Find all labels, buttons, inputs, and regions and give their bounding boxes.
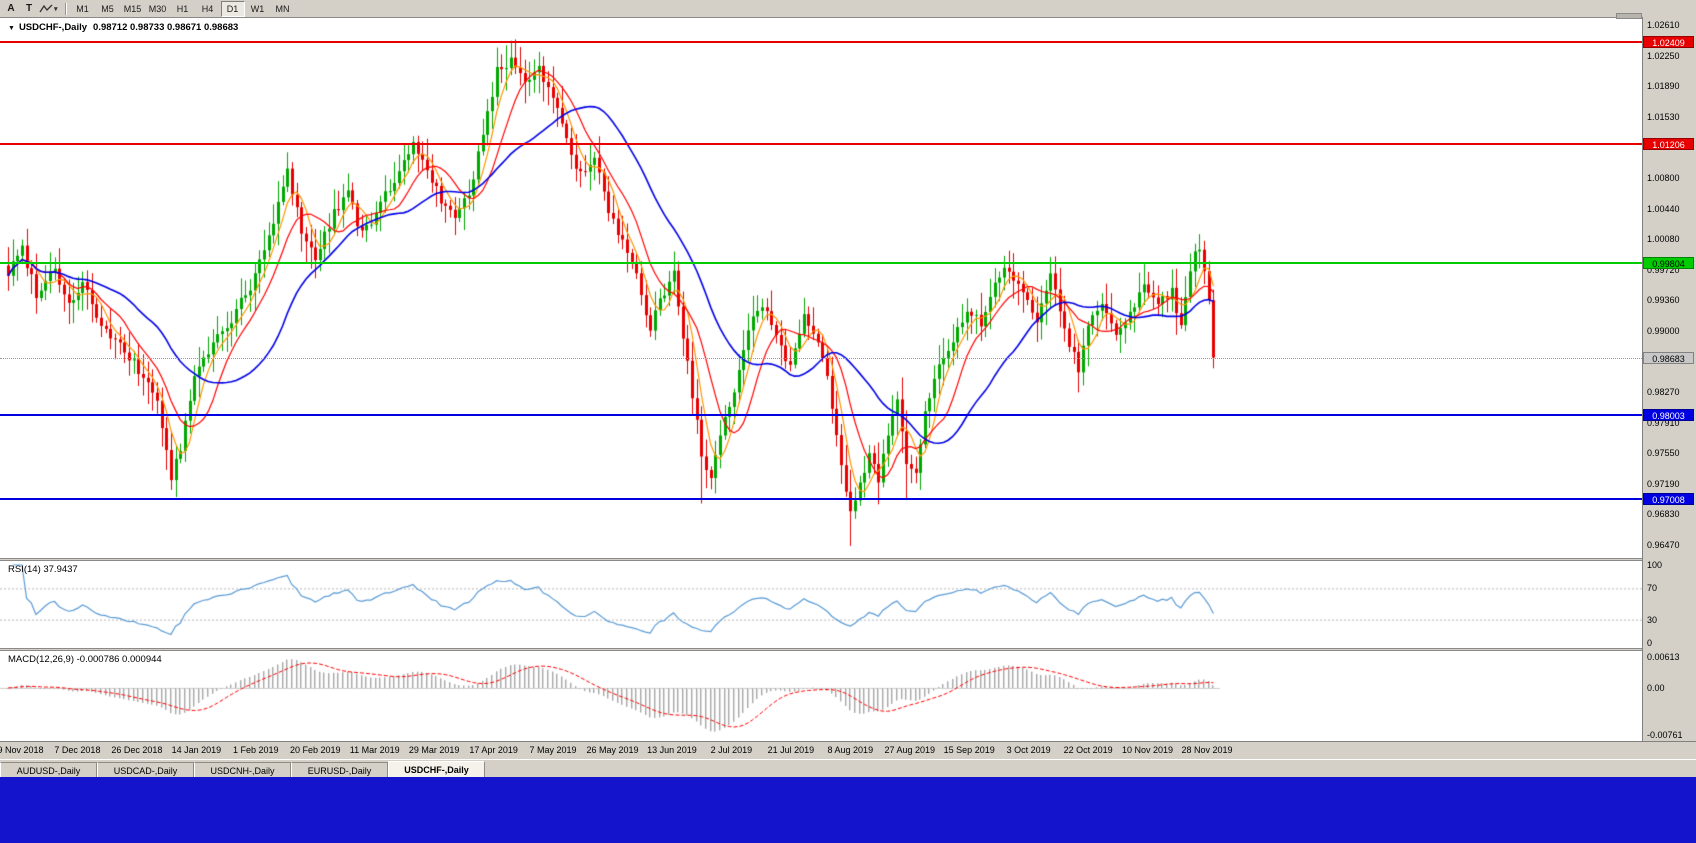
rsi-scale-label: 0 (1647, 638, 1653, 648)
horizontal-line-1.01206[interactable] (0, 142, 1642, 145)
indicator-zigzag-icon[interactable]: ▾ (39, 2, 58, 16)
price-badge-0.99804: 0.99804 (1643, 256, 1694, 269)
date-label: 26 May 2019 (586, 745, 639, 755)
price-tick-label: 0.99000 (1647, 325, 1680, 336)
date-label: 20 Feb 2019 (289, 745, 341, 755)
tab-audusd-daily[interactable]: AUDUSD-,Daily (0, 762, 97, 778)
timeframe-button-h1[interactable]: H1 (176, 3, 189, 14)
date-label: 10 Nov 2019 (1122, 745, 1174, 755)
macd-scale-label: 0.00613 (1647, 652, 1680, 662)
timeframe-button-mn[interactable]: MN (275, 3, 290, 14)
price-tick-label: 0.96470 (1647, 540, 1680, 550)
date-label: 21 Jul 2019 (767, 745, 815, 755)
chart-top-border (0, 17, 1696, 18)
price-tick-label: 1.02610 (1647, 20, 1680, 30)
date-label: 13 Jun 2019 (647, 745, 697, 755)
tab-eurusd-daily[interactable]: EURUSD-,Daily (291, 762, 388, 778)
price-tick-label: 1.01890 (1647, 81, 1680, 92)
date-label: 19 Nov 2018 (0, 745, 44, 755)
date-label: 14 Jan 2019 (171, 745, 222, 755)
bid-price-line (0, 357, 1642, 359)
timeframe-button-w1[interactable]: W1 (250, 3, 265, 14)
price-tick-label: 1.00080 (1647, 234, 1680, 245)
macd-scale-label: -0.00761 (1647, 730, 1683, 740)
price-tick-label: 0.99360 (1647, 295, 1680, 306)
rsi-panel-canvas[interactable] (0, 561, 1642, 648)
price-badge-1.02409: 1.02409 (1643, 36, 1694, 49)
price-tick-label: 1.00440 (1647, 203, 1680, 214)
timeframe-button-d1[interactable]: D1 (220, 0, 245, 17)
price-tick-label: 0.98270 (1647, 387, 1680, 398)
price-tick-label: 0.99720 (1647, 264, 1680, 275)
date-label: 26 Dec 2018 (111, 745, 163, 755)
macd-panel-canvas[interactable] (0, 651, 1642, 741)
timeframe-button-m1[interactable]: M1 (76, 3, 89, 14)
timeframe-group: M1 M5 M15 M30 H1 H4 D1 W1 MN (71, 0, 296, 17)
main-chart-canvas[interactable] (0, 17, 1642, 558)
horizontal-line-0.98003[interactable] (0, 414, 1642, 417)
toolbar-separator (64, 2, 66, 15)
date-label: 7 May 2019 (529, 745, 577, 755)
chevron-down-icon: ▾ (54, 5, 58, 13)
date-label: 2 Jul 2019 (710, 745, 753, 755)
timeframe-button-m5[interactable]: M5 (101, 3, 114, 14)
date-label: 28 Nov 2019 (1181, 745, 1233, 755)
tab-usdcnh-daily[interactable]: USDCNH-,Daily (194, 762, 291, 778)
timeframe-button-m15[interactable]: M15 (123, 3, 142, 14)
price-badge-0.97008: 0.97008 (1643, 493, 1694, 506)
text-tool-icon[interactable]: T (25, 3, 33, 14)
bid-price-badge: 0.98683 (1643, 351, 1694, 364)
price-tick-label: 0.97190 (1647, 478, 1680, 489)
price-tick-label: 0.96830 (1647, 509, 1680, 520)
letter-a-icon[interactable]: A (7, 3, 15, 14)
price-tick-label: 1.01530 (1647, 111, 1680, 122)
date-label: 15 Sep 2019 (943, 745, 995, 755)
price-badge-1.01206: 1.01206 (1643, 137, 1694, 150)
chart-tab-bar: AUDUSD-,Daily USDCAD-,Daily USDCNH-,Daily E… (0, 759, 1696, 778)
macd-indicator-label: MACD(12,26,9) -0.000786 0.000944 (8, 654, 162, 665)
rsi-scale-label: 30 (1647, 614, 1658, 625)
timeframe-button-m30[interactable]: M30 (148, 3, 167, 14)
price-tick-label: 0.97550 (1647, 448, 1680, 459)
horizontal-line-0.99804[interactable] (0, 261, 1642, 264)
price-scale[interactable] (1642, 17, 1696, 741)
price-badge-0.98003: 0.98003 (1643, 409, 1694, 422)
chart-symbol-label: USDCHF-,Daily (18, 22, 88, 33)
chart-menu-icon[interactable]: ▼ (8, 25, 15, 32)
tab-usdchf-daily[interactable]: USDCHF-,Daily (388, 761, 485, 778)
rsi-scale-label: 100 (1647, 560, 1663, 570)
date-label: 29 Mar 2019 (408, 745, 460, 755)
date-label: 8 Aug 2019 (827, 745, 874, 755)
horizontal-line-0.97008[interactable] (0, 498, 1642, 501)
date-label: 11 Mar 2019 (349, 745, 400, 755)
rsi-indicator-label: RSI(14) 37.9437 (8, 564, 78, 575)
price-tick-label: 1.02250 (1647, 50, 1680, 61)
price-tick-label: 0.97910 (1647, 417, 1680, 428)
time-axis[interactable]: 19 Nov 2018 7 Dec 2018 26 Dec 2018 14 Jan 2… (0, 741, 1696, 759)
chart-title: ▼ USDCHF-,Daily 0.98712 0.98733 0.98671 0.… (8, 22, 238, 33)
macd-scale-label: 0.00 (1647, 682, 1665, 693)
rsi-panel-separator[interactable] (0, 558, 1696, 561)
bottom-strip (0, 777, 1696, 843)
date-label: 27 Aug 2019 (884, 745, 936, 755)
date-label: 1 Feb 2019 (233, 745, 279, 755)
chart-hscroll-thumb[interactable] (1616, 13, 1642, 19)
toolbar: A T ▾ M1 M5 M15 M30 H1 H4 D1 W1 MN (0, 0, 1696, 17)
price-tick-label: 1.00800 (1647, 172, 1680, 183)
date-label: 3 Oct 2019 (1006, 745, 1051, 755)
timeframe-button-h4[interactable]: H4 (201, 3, 214, 14)
horizontal-line-1.02409[interactable] (0, 41, 1642, 44)
tab-usdcad-daily[interactable]: USDCAD-,Daily (97, 762, 194, 778)
zigzag-glyph (39, 4, 53, 12)
macd-panel-separator[interactable] (0, 648, 1696, 651)
rsi-scale-label: 70 (1647, 583, 1658, 594)
date-label: 7 Dec 2018 (54, 745, 101, 755)
chart-ohlc-values: 0.98712 0.98733 0.98671 0.98683 (93, 22, 239, 33)
date-label: 22 Oct 2019 (1063, 745, 1113, 755)
date-label: 17 Apr 2019 (469, 745, 518, 755)
